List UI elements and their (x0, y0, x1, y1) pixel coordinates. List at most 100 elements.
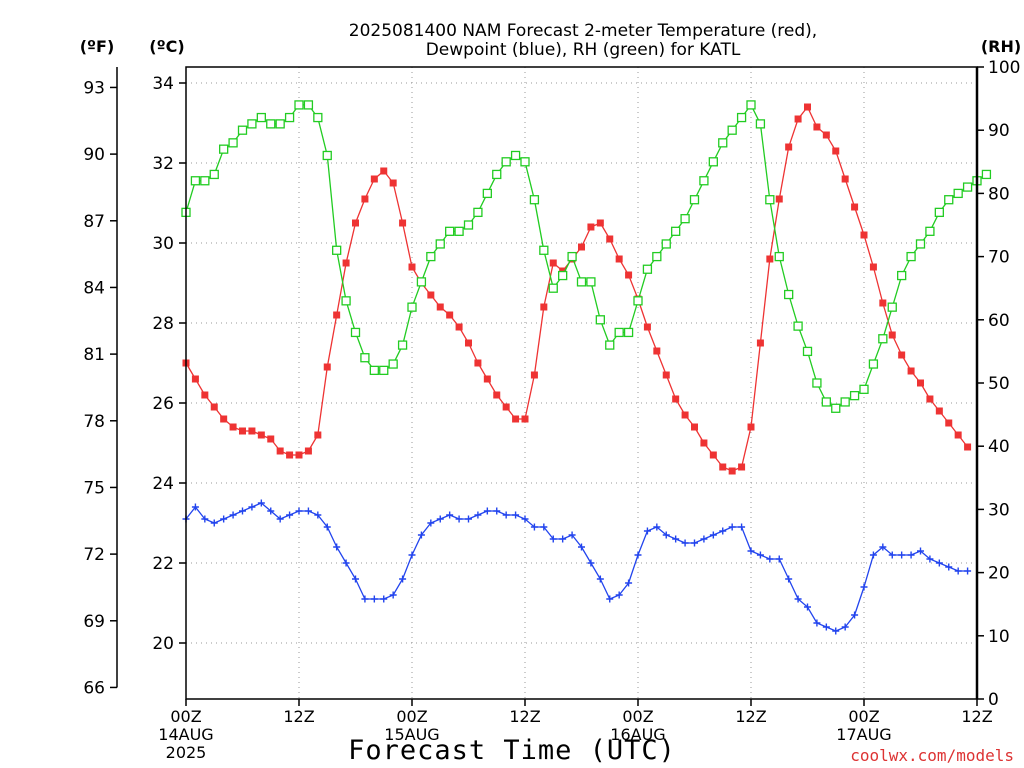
rh-point-27 (435, 239, 445, 249)
temperature-point-81 (945, 419, 953, 427)
grid-lines (185, 67, 978, 699)
temperature-point-56 (709, 451, 717, 459)
rh-point-11 (284, 112, 295, 123)
temperature-point-34 (502, 403, 510, 411)
dewpoint-point-76 (898, 551, 906, 559)
rh-point-16 (332, 245, 342, 255)
rh-point-56 (708, 157, 718, 167)
rh-point-3 (209, 169, 219, 180)
fahrenheit-tick-label: 66 (83, 678, 105, 698)
rh-point-60 (746, 100, 756, 110)
rh-point-38 (539, 245, 549, 255)
rh-point-15 (322, 150, 332, 161)
x-tick-label: 15AUG (384, 725, 439, 744)
dewpoint-point-49 (643, 527, 651, 535)
temperature-point-68 (822, 131, 830, 139)
rh-point-79 (925, 226, 935, 236)
chart-title-line1: 2025081400 NAM Forecast 2-meter Temperat… (349, 21, 817, 41)
rh-point-61 (755, 119, 766, 129)
dewpoint-point-7 (248, 503, 256, 511)
rh-point-41 (567, 251, 577, 262)
rh-point-74 (878, 334, 888, 344)
fahrenheit-tick-label: 90 (83, 145, 105, 165)
rh-point-7 (247, 119, 257, 129)
dewpoint-point-69 (832, 627, 840, 635)
dewpoint-point-13 (304, 507, 312, 515)
rh-tick-label: 20 (988, 564, 1010, 584)
temperature-point-14 (314, 431, 322, 439)
dewpoint-point-58 (728, 523, 736, 531)
rh-point-32 (482, 188, 492, 199)
rh-point-59 (736, 112, 747, 123)
rh-point-36 (520, 157, 530, 167)
temperature-point-77 (907, 367, 915, 375)
temperature-point-66 (804, 103, 811, 111)
dewpoint-point-66 (804, 603, 811, 611)
axis-layer: 20 22 24 26 28 30 32 34 66 69 72 75 78 81 84 87 90 93 0 10 2… (83, 58, 1020, 762)
dewpoint-point-82 (954, 567, 962, 575)
temperature-point-54 (691, 423, 698, 431)
dewpoint-point-71 (851, 611, 859, 619)
rh-point-72 (859, 384, 869, 394)
dewpoint-point-64 (785, 575, 793, 583)
rh-point-75 (887, 302, 897, 312)
temperature-point-6 (239, 427, 246, 435)
x-tick-label: 00Z (622, 707, 653, 726)
fahrenheit-tick-label: 69 (83, 612, 105, 632)
temperature-point-74 (879, 299, 887, 307)
temperature-point-19 (361, 195, 369, 203)
temperature-point-64 (785, 143, 793, 151)
temperature-point-61 (756, 339, 764, 347)
rh-tick-label: 60 (988, 311, 1010, 331)
rh-point-45 (605, 340, 615, 350)
dewpoint-point-72 (860, 583, 868, 591)
rh-point-5 (228, 138, 238, 148)
dewpoint-point-33 (493, 507, 501, 515)
temperature-point-21 (380, 167, 388, 175)
temperature-point-38 (540, 303, 548, 311)
celsius-tick-label: 22 (152, 554, 174, 574)
rh-point-65 (793, 321, 803, 331)
rh-point-20 (369, 365, 379, 376)
rh-point-80 (934, 207, 944, 218)
temperature-point-69 (832, 147, 840, 155)
temperature-point-11 (286, 451, 294, 459)
dewpoint-point-8 (257, 499, 265, 507)
rh-point-35 (510, 150, 521, 161)
temperature-point-16 (333, 311, 341, 319)
rh-point-63 (774, 251, 784, 262)
dewpoint-point-46 (615, 591, 623, 599)
temperature-point-72 (860, 231, 868, 239)
temperature-point-75 (888, 331, 896, 339)
dewpoint-point-70 (841, 623, 849, 631)
rh-point-70 (840, 397, 850, 407)
dewpoint-point-37 (530, 523, 538, 531)
watermark: coolwx.com/models (850, 746, 1014, 765)
temperature-point-47 (625, 271, 633, 279)
rh-tick-label: 50 (988, 374, 1010, 394)
dewpoint-point-78 (917, 547, 924, 555)
rh-unit-label: (RH) (981, 37, 1021, 56)
rh-point-30 (463, 220, 474, 230)
dewpoint-point-24 (408, 551, 416, 559)
temperature-point-78 (917, 379, 924, 387)
dewpoint-point-51 (662, 531, 670, 539)
rh-tick-label: 30 (988, 500, 1010, 520)
dewpoint-point-53 (681, 539, 689, 547)
rh-point-58 (727, 125, 737, 135)
temperature-point-7 (248, 427, 256, 435)
rh-point-62 (765, 195, 775, 205)
rh-point-26 (426, 251, 436, 262)
x-tick-label: 00Z (396, 707, 427, 726)
rh-point-48 (633, 296, 643, 306)
dewpoint-point-41 (568, 531, 576, 539)
temperature-point-5 (229, 423, 237, 431)
temperature-point-67 (813, 123, 821, 131)
fahrenheit-tick-label: 93 (83, 78, 105, 98)
rh-point-47 (623, 327, 634, 338)
rh-point-14 (313, 112, 323, 123)
celsius-unit-label: (ºC) (149, 37, 184, 56)
rh-point-44 (595, 315, 605, 325)
temperature-point-37 (530, 371, 538, 379)
temperature-point-17 (342, 259, 350, 267)
